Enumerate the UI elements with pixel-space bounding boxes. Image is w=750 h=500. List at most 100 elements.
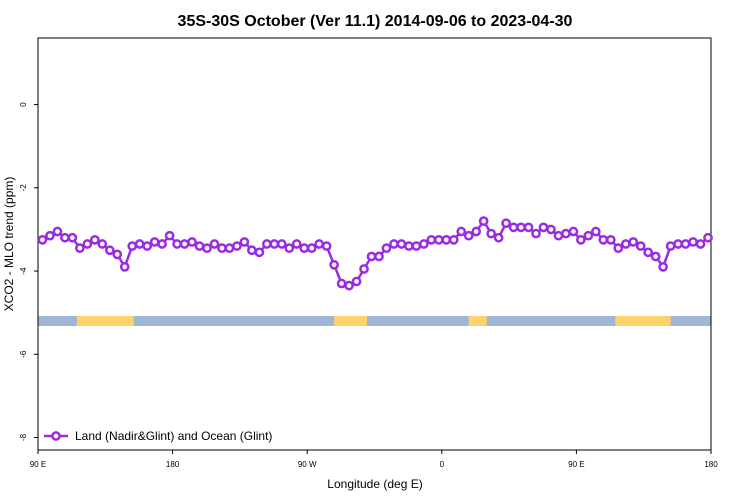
data-point	[134, 239, 145, 249]
chart-title: 35S-30S October (Ver 11.1) 2014-09-06 to…	[178, 13, 573, 30]
data-point	[643, 247, 654, 258]
data-point	[366, 251, 377, 262]
data-point	[568, 226, 579, 237]
data-point	[209, 239, 220, 249]
data-point	[194, 241, 205, 251]
data-point	[329, 259, 339, 270]
x-tick-label: 90 E	[568, 460, 584, 469]
data-point	[276, 239, 287, 249]
data-point	[605, 234, 616, 245]
data-point	[553, 230, 564, 241]
data-point	[351, 276, 362, 287]
data-point	[613, 243, 624, 254]
data-point	[381, 243, 392, 254]
data-point	[426, 234, 437, 245]
data-point	[374, 251, 384, 262]
data-point	[448, 234, 459, 245]
series-group	[37, 216, 713, 291]
y-axis-label: XCO2 - MLO trend (ppm)	[2, 177, 16, 312]
data-point	[261, 239, 272, 249]
data-point	[583, 230, 594, 241]
data-point	[590, 226, 601, 237]
ocean-band	[38, 315, 711, 326]
legend: Land (Nadir&Glint) and Ocean (Glint)	[44, 429, 272, 443]
data-point	[239, 237, 250, 247]
land-band-segment	[468, 315, 487, 326]
data-point	[463, 230, 474, 241]
data-point	[665, 241, 676, 251]
data-point	[628, 237, 639, 247]
x-tick-label: 180	[704, 460, 718, 469]
surface-band	[38, 315, 711, 326]
data-point	[620, 239, 631, 249]
data-point	[254, 247, 265, 258]
data-point	[508, 222, 519, 233]
y-tick-label: -6	[19, 350, 28, 358]
legend-marker	[51, 431, 61, 441]
y-tick-label: -2	[19, 184, 28, 192]
data-point	[321, 241, 332, 251]
data-point	[269, 239, 280, 249]
x-tick-label: 0	[440, 460, 445, 469]
data-point	[52, 226, 63, 237]
legend-label: Land (Nadir&Glint) and Ocean (Glint)	[75, 429, 272, 443]
series-line	[41, 219, 709, 287]
data-point	[546, 224, 556, 235]
data-point	[441, 234, 452, 245]
plot-frame	[37, 37, 712, 451]
data-point	[688, 237, 698, 247]
data-point	[75, 243, 85, 254]
data-point	[37, 234, 48, 245]
data-point	[336, 278, 347, 289]
x-tick-label: 90 E	[30, 460, 46, 469]
data-point	[456, 226, 467, 237]
data-point	[314, 239, 325, 249]
data-point	[157, 239, 167, 249]
data-point	[224, 243, 235, 254]
data-point	[187, 237, 197, 247]
data-point	[680, 239, 691, 249]
data-point	[179, 239, 190, 249]
data-point	[703, 232, 713, 243]
data-point	[486, 228, 497, 239]
data-point	[531, 228, 541, 239]
data-point	[523, 222, 534, 233]
data-point	[67, 232, 78, 243]
data-point	[389, 239, 399, 249]
x-tick-label: 180	[166, 460, 180, 469]
x-axis: 90 E 180 90 W 0 90 E 180	[30, 450, 718, 469]
land-band-segment	[76, 315, 134, 326]
data-point	[419, 239, 429, 249]
land-band-segment	[334, 315, 368, 326]
data-point	[247, 245, 257, 256]
data-point	[404, 241, 414, 251]
data-point	[82, 239, 93, 249]
data-point	[501, 218, 511, 229]
data-point	[433, 234, 444, 245]
data-point	[411, 241, 422, 251]
x-axis-label: Longitude (deg E)	[327, 477, 422, 491]
data-point	[561, 228, 571, 239]
data-point	[635, 241, 646, 251]
data-point	[232, 241, 242, 251]
data-point	[217, 243, 227, 254]
data-point	[202, 243, 212, 254]
data-point	[291, 239, 302, 249]
y-axis: 0 -2 -4 -6 -8	[19, 102, 38, 441]
data-point	[112, 249, 123, 260]
data-point	[164, 230, 175, 241]
data-point	[104, 245, 115, 256]
y-tick-label: 0	[19, 102, 28, 107]
data-point	[673, 239, 683, 249]
data-point	[119, 262, 130, 272]
data-point	[493, 232, 504, 243]
y-tick-label: -8	[19, 433, 28, 441]
data-point	[306, 243, 317, 254]
data-point	[516, 222, 526, 233]
data-point	[538, 222, 549, 233]
data-point	[89, 234, 100, 245]
data-point	[60, 232, 70, 243]
data-point	[396, 239, 407, 249]
data-point	[478, 216, 489, 226]
